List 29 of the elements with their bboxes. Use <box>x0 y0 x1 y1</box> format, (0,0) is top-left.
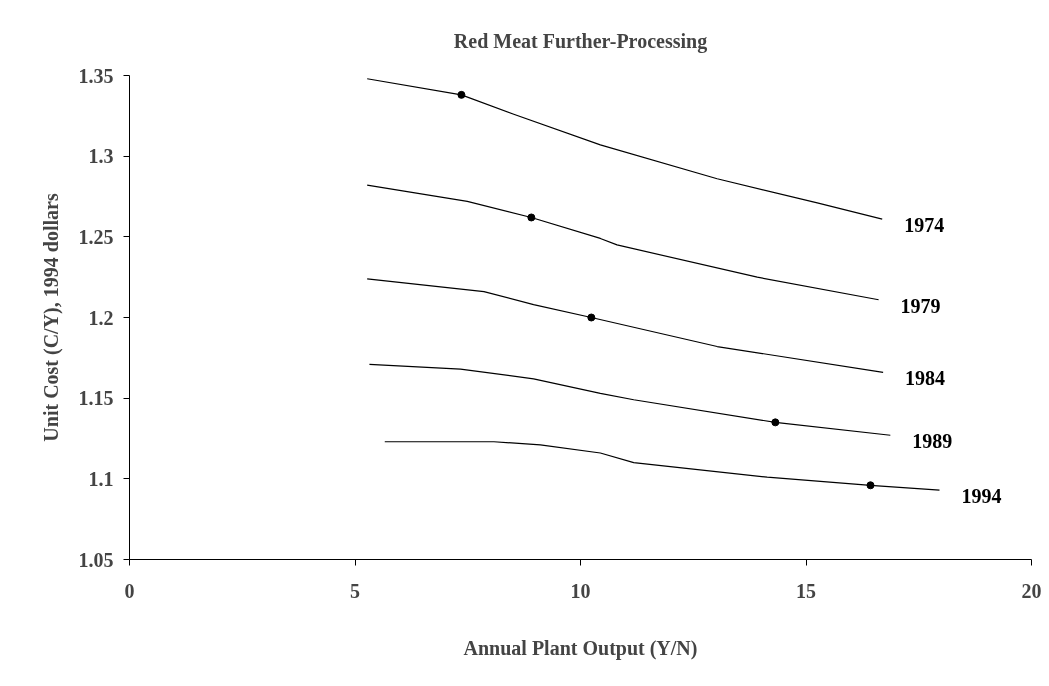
line-series <box>366 184 880 301</box>
series-label: 1994 <box>961 485 1002 508</box>
series-label: 1979 <box>900 294 941 317</box>
series-label: 1974 <box>904 214 945 237</box>
y-tick-label: 1.25 <box>78 225 114 248</box>
x-tick-label: 5 <box>350 579 360 602</box>
point <box>866 481 875 490</box>
point <box>587 313 596 322</box>
y-tick-label: 1.05 <box>78 548 114 571</box>
y-tick-label: 1.3 <box>88 145 114 168</box>
line-series <box>366 278 884 373</box>
chart-title: Red Meat Further-Processing <box>453 29 708 53</box>
series-label: 1984 <box>905 367 946 390</box>
point <box>771 418 780 427</box>
point <box>527 213 536 222</box>
x-tick-label: 10 <box>570 579 591 602</box>
y-tick-label: 1.1 <box>88 467 114 490</box>
x-tick-label: 20 <box>1021 579 1042 602</box>
line-series <box>366 78 883 220</box>
series-label: 1989 <box>912 430 953 453</box>
x-tick-label: 0 <box>124 579 135 602</box>
y-tick-label: 1.35 <box>78 64 114 87</box>
x-tick-label: 15 <box>796 579 816 602</box>
y-tick-label: 1.2 <box>88 306 114 329</box>
y-tick-label: 1.15 <box>78 387 114 410</box>
x-axis-title: Annual Plant Output (Y/N) <box>463 636 698 660</box>
y-axis-title: Unit Cost (C/Y), 1994 dollars <box>39 193 63 442</box>
point <box>457 90 466 99</box>
line-series <box>368 363 891 436</box>
